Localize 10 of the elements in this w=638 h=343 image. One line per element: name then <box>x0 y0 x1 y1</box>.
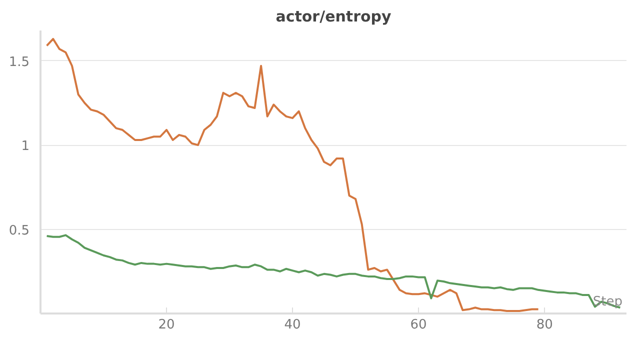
x-tick-label: 80 <box>536 318 553 332</box>
chart-title: actor/entropy <box>276 8 392 26</box>
line-series <box>46 234 622 309</box>
y-tick-label: 0.5 <box>8 223 30 238</box>
x-tick-label: 60 <box>410 318 427 332</box>
y-tick-label: 1 <box>21 139 30 154</box>
x-tick-label: 40 <box>284 318 301 332</box>
y-tick-label: 1.5 <box>8 54 30 70</box>
x-tick-label: 20 <box>158 318 175 332</box>
line-series <box>46 38 540 312</box>
